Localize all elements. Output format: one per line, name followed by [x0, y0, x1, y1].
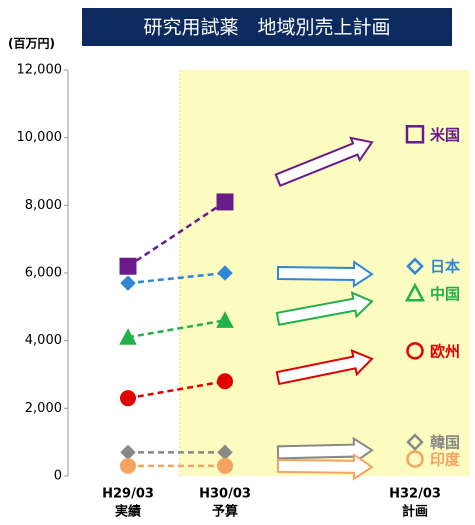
y-tick-label: 6,000: [25, 266, 62, 281]
series-name: 米国: [430, 126, 460, 144]
y-tick-label: 12,000: [17, 63, 63, 78]
trend-arrow: [275, 349, 374, 386]
trend-arrow: [274, 136, 374, 187]
marker: [216, 193, 234, 211]
marker: [406, 433, 424, 451]
x-sublabel: 計画: [402, 504, 428, 520]
trend-arrow: [275, 291, 374, 326]
marker: [216, 311, 234, 328]
y-tick-label: 10,000: [17, 130, 63, 145]
marker: [217, 373, 233, 390]
trend-arrow: [276, 260, 374, 288]
x-sublabel: 予算: [212, 504, 238, 520]
series-name: 日本: [430, 258, 460, 276]
marker: [406, 450, 424, 468]
title-banner: [82, 8, 452, 46]
series-name: 中国: [430, 285, 460, 303]
marker: [120, 275, 136, 291]
series-line: [127, 380, 226, 400]
marker: [120, 457, 136, 474]
y-tick-label: 4,000: [25, 333, 62, 348]
series-name: 印度: [430, 451, 461, 469]
chart-title: 研究用試薬 地域別売上計画: [143, 17, 390, 39]
series-name: 韓国: [430, 434, 460, 452]
x-tick-label: H32/03: [389, 487, 441, 502]
x-tick-label: H29/03: [102, 487, 154, 502]
marker: [119, 257, 137, 275]
y-tick-label: 0: [54, 469, 62, 484]
marker: [120, 444, 136, 461]
marker: [120, 390, 136, 407]
marker: [406, 257, 424, 276]
marker: [404, 282, 426, 302]
series-name: 欧州: [430, 342, 460, 360]
marker: [217, 265, 233, 281]
marker: [406, 342, 424, 360]
x-sublabel: 実績: [115, 504, 141, 520]
series-line: [127, 319, 226, 339]
y-unit: (百万円): [8, 37, 55, 51]
trend-arrow: [276, 452, 374, 481]
marker: [217, 457, 233, 474]
y-tick-label: 8,000: [25, 198, 62, 213]
marker: [119, 328, 137, 345]
y-tick-label: 2,000: [25, 401, 62, 416]
marker: [405, 125, 425, 144]
x-tick-label: H30/03: [199, 487, 251, 502]
series-line: [127, 271, 226, 285]
